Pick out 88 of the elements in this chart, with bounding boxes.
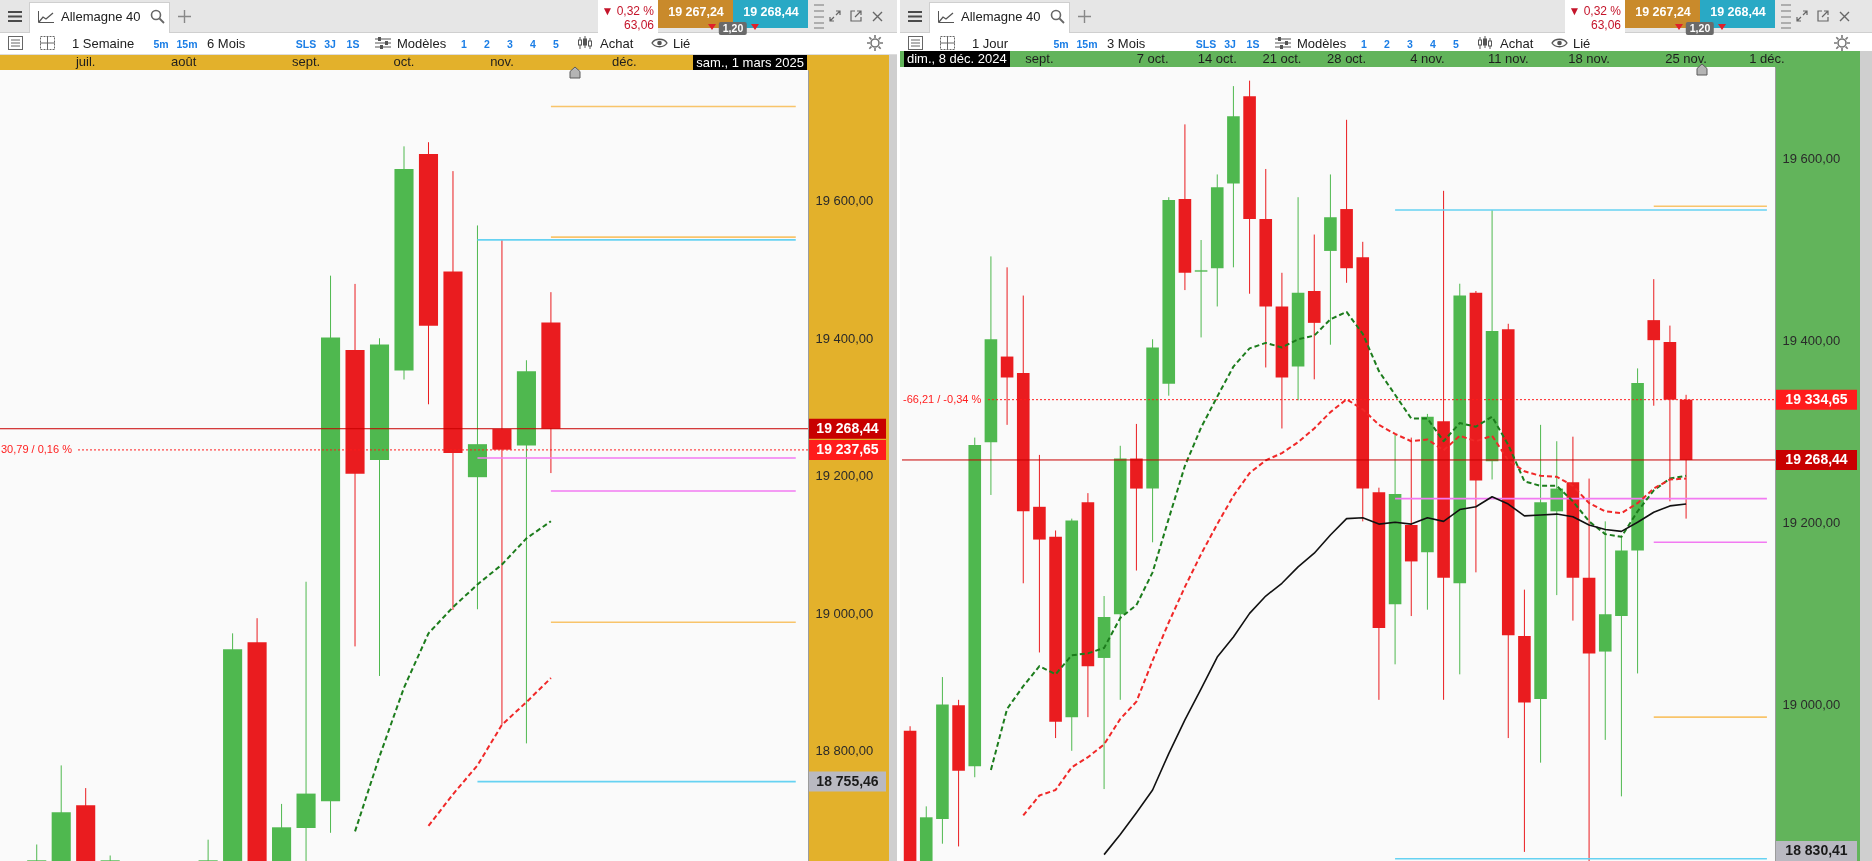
x-tick-label: juil. [74, 53, 96, 69]
text: dim., 8 déc. 2024 [904, 51, 1010, 67]
text: ▼ 0,32 % [601, 4, 654, 18]
text: 2 [1384, 37, 1390, 50]
text: 3J [324, 37, 336, 50]
text: Lié [673, 36, 691, 51]
text: Allemagne 40 [61, 9, 141, 24]
text: 63,06 [623, 18, 654, 32]
text: 19 268,44 [743, 5, 799, 19]
text: 19 267,24 [668, 5, 724, 19]
text: 1 [461, 37, 467, 50]
y-tick-label: 19 000,00 [1782, 696, 1841, 712]
ref-line-label: 19 268,44 [1785, 450, 1848, 467]
x-tick-label: 4 nov. [1410, 50, 1445, 66]
candlestick [467, 224, 487, 610]
text: 1S [1246, 37, 1260, 50]
text: 19 268,44 [1710, 5, 1766, 19]
y-tick-label: 19 400,00 [815, 330, 874, 346]
text: 4 [530, 37, 536, 50]
ref-line-label: 19 268,44 [816, 419, 879, 436]
y-tick-label: 19 400,00 [1782, 332, 1841, 348]
text: 1,20 [718, 22, 748, 35]
x-tick-label: août [170, 53, 197, 69]
candlestick [27, 843, 47, 861]
y-tick-label: 19 200,00 [815, 468, 874, 484]
y-tick-label: 19 200,00 [1782, 514, 1841, 530]
x-tick-label: sept. [1025, 50, 1054, 66]
y-tick-label: 19 600,00 [1782, 150, 1841, 166]
annotation: -66,21 / -0,34 % [903, 392, 982, 405]
text: 3J [1224, 37, 1236, 50]
y-tick-label: 19 600,00 [815, 193, 874, 209]
text: 1S [346, 37, 360, 50]
text: Modèles [397, 36, 447, 51]
text: 3 [1407, 37, 1413, 50]
text: SLS [1195, 37, 1217, 50]
series-label: 18 755,46 [816, 772, 879, 789]
candlestick [1194, 239, 1208, 338]
text: 15m [1076, 37, 1098, 50]
text: 15m [176, 37, 198, 50]
text: Modèles [1297, 36, 1347, 51]
text: 5m [1053, 37, 1069, 50]
x-tick-label: déc. [612, 53, 637, 69]
text: Lié [1573, 36, 1591, 51]
x-tick-label: 21 oct. [1262, 50, 1302, 66]
y-tick-label: 18 800,00 [815, 743, 874, 759]
text: 5m [153, 37, 169, 50]
annotation: 30,79 / 0,16 % [1, 442, 73, 455]
x-tick-label: 18 nov. [1568, 50, 1610, 66]
x-tick-label: 14 oct. [1197, 50, 1237, 66]
text: 4 [1430, 37, 1436, 50]
text: 19 267,24 [1635, 5, 1691, 19]
text: 1 Jour [972, 36, 1009, 51]
line-series [354, 520, 552, 833]
text: 1,20 [1685, 22, 1715, 35]
text: 6 Mois [207, 36, 246, 51]
x-tick-label: sept. [291, 53, 321, 69]
x-tick-label: 1 déc. [1749, 50, 1785, 66]
x-tick-label: 7 oct. [1136, 50, 1169, 66]
x-tick-label: oct. [393, 53, 415, 69]
text: 1 [1361, 37, 1367, 50]
text: 2 [484, 37, 490, 50]
text: 63,06 [1590, 18, 1621, 32]
x-tick-label: nov. [490, 53, 514, 69]
candlestick [1550, 440, 1564, 596]
candlestick [1000, 266, 1014, 426]
ref-line-label: 19 334,65 [1785, 390, 1848, 407]
series-label: 18 830,41 [1785, 842, 1848, 858]
candlestick [1647, 278, 1661, 407]
text: 5 [1453, 37, 1459, 50]
text: ▼ 0,32 % [1568, 4, 1621, 18]
candlestick [198, 839, 218, 861]
text: 3 Mois [1107, 36, 1146, 51]
text: 3 [507, 37, 513, 50]
text: SLS [295, 37, 317, 50]
text: 1 Semaine [72, 36, 135, 51]
candlestick [100, 855, 120, 861]
x-tick-label: 11 nov. [1487, 50, 1529, 66]
y-tick-label: 19 000,00 [815, 605, 874, 621]
text: sam., 1 mars 2025 [693, 55, 807, 70]
text: Achat [1500, 36, 1534, 51]
line-series [989, 310, 1688, 771]
text: Achat [600, 36, 634, 51]
text: Allemagne 40 [961, 9, 1041, 24]
x-tick-label: 28 oct. [1327, 50, 1367, 66]
text: 5 [553, 37, 559, 50]
line-series [1103, 495, 1687, 856]
x-tick-label: 25 nov. [1665, 50, 1707, 66]
ref-line-label: 19 237,65 [816, 440, 879, 457]
